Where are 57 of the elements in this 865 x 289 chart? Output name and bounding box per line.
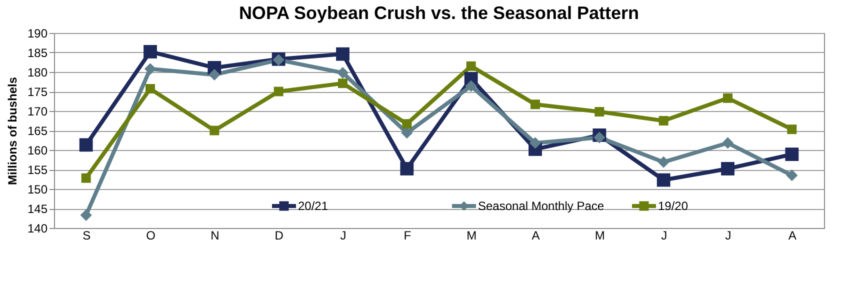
y-tick-label: 150 — [27, 182, 48, 196]
x-tick-label: M — [594, 228, 605, 242]
point — [466, 61, 476, 71]
legend-label: 20/21 — [298, 199, 328, 213]
point — [336, 47, 350, 61]
x-tick-label: J — [340, 228, 346, 242]
point — [144, 45, 157, 58]
point — [79, 138, 93, 152]
point — [210, 126, 220, 136]
point — [594, 132, 606, 144]
point — [787, 124, 797, 134]
x-tick-label: O — [146, 228, 156, 242]
point — [658, 116, 668, 126]
point — [721, 162, 734, 176]
x-tick-label: D — [274, 228, 284, 242]
y-tick-label: 165 — [27, 124, 48, 138]
y-tick-label: 140 — [27, 222, 48, 236]
point — [785, 148, 799, 161]
y-axis-title: Millions of bushels — [5, 76, 20, 186]
legend-label: Seasonal Monthly Pace — [478, 199, 604, 213]
point — [401, 127, 413, 139]
point — [658, 156, 670, 168]
point — [594, 107, 604, 117]
x-tick-label: A — [532, 228, 540, 242]
point — [656, 173, 670, 187]
point — [722, 137, 734, 149]
point — [81, 173, 91, 183]
y-tick-label: 180 — [27, 66, 48, 80]
point — [530, 100, 540, 110]
point — [208, 68, 220, 81]
point — [274, 86, 284, 96]
x-tick-label: A — [788, 228, 796, 242]
point — [786, 170, 798, 182]
x-tick-label: N — [210, 228, 220, 242]
x-tick-label: S — [82, 228, 91, 242]
point — [529, 137, 542, 149]
point — [723, 93, 732, 103]
x-tick-label: J — [661, 228, 668, 242]
point — [400, 162, 414, 176]
point — [465, 80, 477, 92]
point — [338, 78, 348, 88]
x-tick-label: F — [404, 228, 412, 242]
x-tick-label: J — [725, 228, 732, 242]
chart-title: NOPA Soybean Crush vs. the Seasonal Pattern — [238, 3, 640, 23]
y-tick-label: 170 — [27, 104, 48, 118]
point — [402, 119, 412, 129]
y-tick-label: 155 — [27, 163, 48, 177]
y-tick-label: 145 — [27, 202, 48, 216]
point — [336, 66, 349, 79]
point — [80, 209, 92, 221]
y-tick-label: 160 — [27, 144, 48, 158]
legend-label: 19/20 — [658, 199, 688, 213]
point — [146, 84, 155, 94]
y-tick-label: 185 — [27, 46, 48, 60]
y-tick-label: 175 — [27, 85, 48, 99]
x-tick-label: M — [466, 228, 477, 242]
y-tick-label: 190 — [27, 26, 48, 40]
